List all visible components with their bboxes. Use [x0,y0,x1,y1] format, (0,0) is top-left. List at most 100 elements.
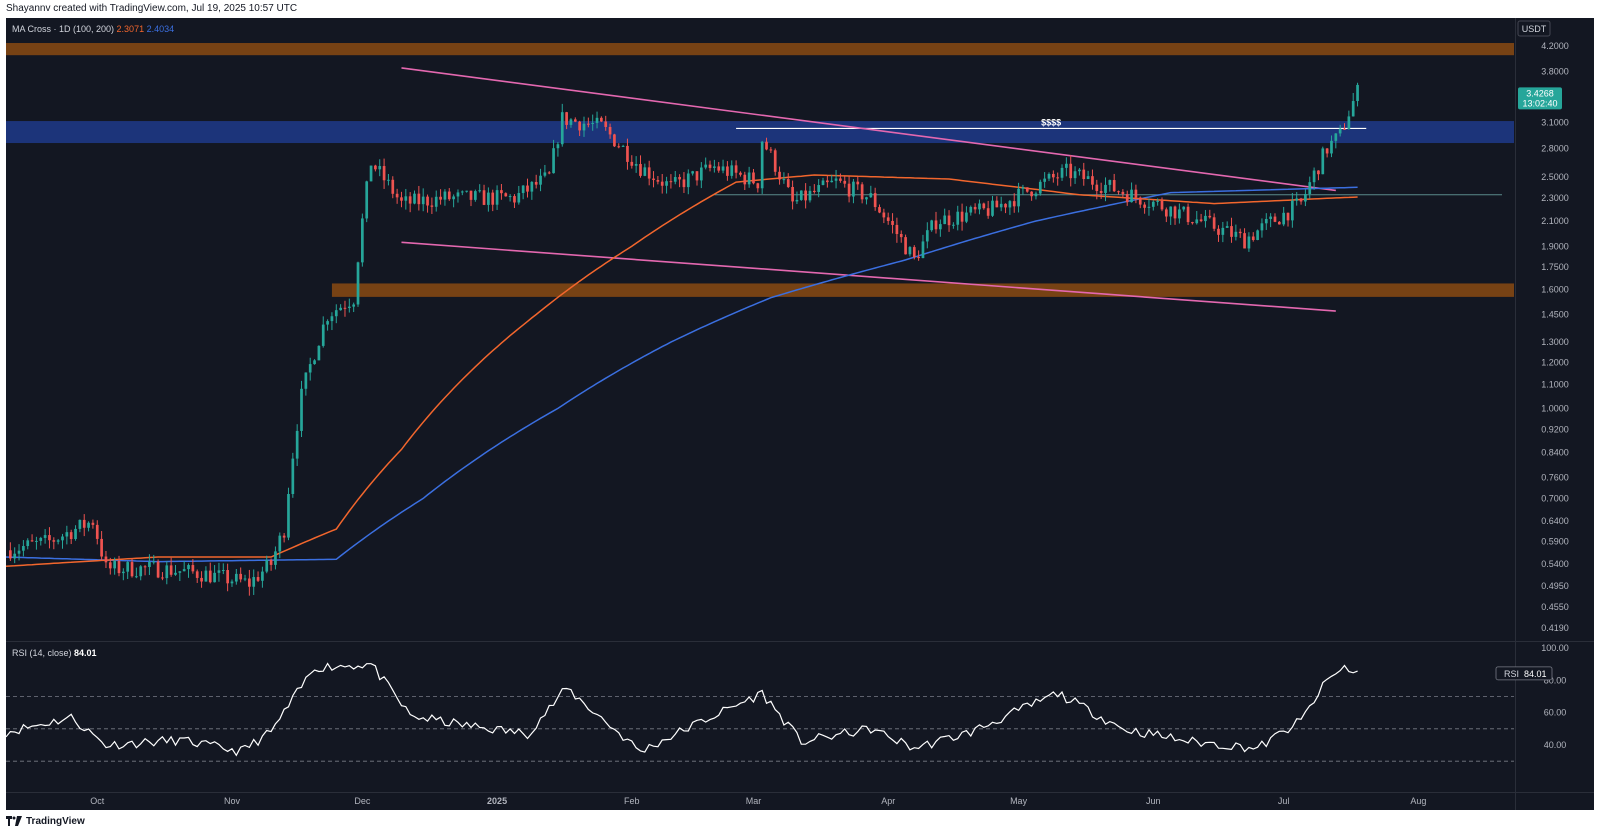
candle-body [604,121,608,127]
candle-body [956,211,960,225]
candle-body [191,565,195,572]
ma200-value: 2.4034 [147,24,175,34]
candle-body [1043,178,1046,182]
candle-body [1286,212,1290,221]
candle-body [1117,191,1120,193]
candle-body [960,211,964,222]
candle-body [1321,148,1325,175]
candle-body [330,316,334,322]
price-tick-label: 1.9000 [1541,241,1569,251]
candle-body [221,570,225,572]
rsi-badge-value: 84.01 [1524,669,1547,679]
candle-body [669,181,673,183]
candle-body [1273,216,1277,222]
time-tick-label: Aug [1410,796,1426,806]
candle-body [400,197,403,201]
candle-body [847,183,851,197]
candle-body [369,165,373,182]
resistance-zone-blue [6,121,1514,144]
candle-body [1025,187,1029,192]
ma200-line [6,186,1358,563]
candle-body [1282,212,1286,225]
price-tick-label: 1.0000 [1541,403,1569,413]
candle-body [1221,227,1225,235]
candle-body [1130,189,1133,203]
rsi-legend: RSI (14, close) 84.01 [12,648,97,658]
candle-body [552,148,555,174]
candle-body [908,247,912,255]
candle-body [1277,221,1281,225]
chart-area[interactable]: $$$$ 4.2000 3.8000 3.1000 2.8000 2.5000 2.3000… [6,18,1594,810]
candle-body [135,576,138,578]
price-tick-label: 1.1000 [1541,379,1569,389]
quote-currency-badge [1517,20,1551,37]
candle-body [1325,148,1329,154]
candle-body [517,193,521,203]
candle-body [426,196,429,206]
candle-body [321,324,325,346]
candle-body [200,577,203,582]
candle-body [274,551,277,565]
candle-body [869,193,873,198]
candle-body [530,181,534,192]
candle-body [556,144,560,149]
candle-body [204,570,208,582]
candle-body [743,174,747,185]
candle-body [430,205,434,207]
candle-body [730,165,734,176]
candle-body [1017,188,1020,207]
candle-body [1164,209,1168,217]
candle-body [1230,226,1233,237]
candle-body [239,573,243,580]
candle-body [508,196,512,198]
candle-body [591,122,595,124]
rsi-line [6,662,1358,757]
candle-body [452,196,455,200]
candle-body [1334,133,1338,141]
time-axis-divider [6,792,1594,793]
candle-body [152,561,156,563]
indicator-legend: MA Cross · 1D (100, 200) 2.3071 2.4034 [12,24,174,34]
candle-body [487,192,490,205]
candle-body [1004,203,1007,208]
candle-countdown-label: 13:02:40 [1522,98,1557,108]
candle-body [1078,169,1081,172]
candle-body [921,241,925,259]
candle-body [934,220,938,230]
candle-body [113,561,116,569]
price-tick-label: 1.6000 [1541,285,1569,295]
candle-body [773,150,777,172]
candle-body [652,178,655,181]
candle-body [500,190,503,194]
candle-body [1208,215,1212,218]
candle-body [1312,170,1316,183]
candle-body [1021,187,1025,189]
candle-body [495,190,499,205]
candle-body [1173,206,1177,219]
candle-body [1060,167,1064,178]
candle-body [87,522,90,528]
candle-body [317,345,321,361]
candle-body [417,193,421,205]
candle-body [256,577,260,581]
candle-body [1317,170,1320,175]
price-chart-svg[interactable]: $$$$ 4.2000 3.8000 3.1000 2.8000 2.5000 2.3000… [6,18,1594,810]
price-tick-label: 3.1000 [1541,118,1569,128]
candle-body [126,562,130,572]
candle-body [1247,236,1251,249]
price-tick-label: 4.2000 [1541,41,1569,51]
candle-body [187,565,190,570]
candle-body [834,178,838,181]
candle-body [965,212,968,222]
candle-body [882,212,886,218]
candle-body [912,247,916,258]
candle-body [295,430,299,459]
candle-body [1156,200,1159,202]
candle-body [543,172,547,176]
candle-body [995,200,999,208]
time-tick-label: Dec [354,796,371,806]
candle-body [1217,228,1220,235]
candle-body [617,146,621,148]
price-tick-label: 0.7000 [1541,493,1569,503]
candle-body [1056,177,1060,179]
